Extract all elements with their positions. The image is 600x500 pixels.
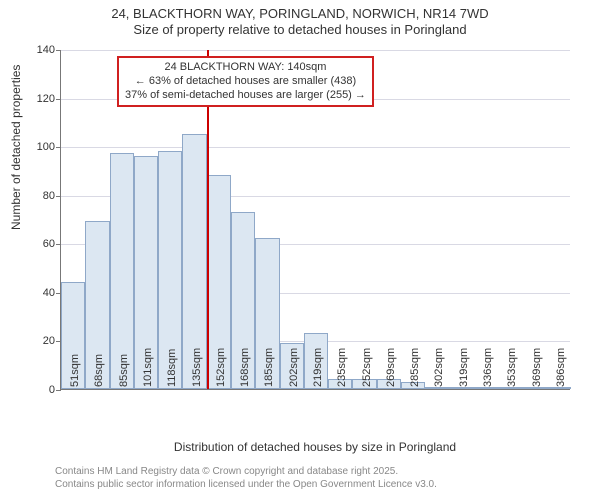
y-tick-mark (56, 99, 61, 100)
x-tick-label: 269sqm (385, 348, 397, 387)
x-tick-label: 168sqm (239, 348, 251, 387)
x-tick-label: 369sqm (531, 348, 543, 387)
annotation-box: 24 BLACKTHORN WAY: 140sqm ← 63% of detac… (117, 56, 374, 107)
x-tick-label: 235sqm (336, 348, 348, 387)
y-tick-mark (56, 196, 61, 197)
x-tick-label: 51sqm (69, 354, 81, 387)
y-tick-mark (56, 244, 61, 245)
y-tick-label: 40 (21, 287, 55, 299)
x-tick-label: 219sqm (312, 348, 324, 387)
annotation-line-3: 37% of semi-detached houses are larger (… (125, 89, 366, 103)
x-tick-label: 152sqm (215, 348, 227, 387)
y-tick-mark (56, 390, 61, 391)
x-tick-label: 185sqm (263, 348, 275, 387)
chart-title-block: 24, BLACKTHORN WAY, PORINGLAND, NORWICH,… (0, 0, 600, 39)
histogram-bar (522, 387, 546, 389)
x-axis-label: Distribution of detached houses by size … (60, 440, 570, 454)
y-tick-mark (56, 147, 61, 148)
y-tick-label: 0 (21, 384, 55, 396)
x-tick-label: 319sqm (458, 348, 470, 387)
x-tick-label: 285sqm (409, 348, 421, 387)
plot-region: 02040608010012014051sqm68sqm85sqm101sqm1… (60, 50, 570, 390)
y-tick-label: 100 (21, 141, 55, 153)
x-tick-label: 85sqm (118, 354, 130, 387)
licence-block: Contains HM Land Registry data © Crown c… (55, 466, 437, 491)
y-tick-label: 20 (21, 335, 55, 347)
x-tick-label: 252sqm (361, 348, 373, 387)
y-tick-mark (56, 50, 61, 51)
histogram-bar (474, 387, 498, 389)
y-tick-label: 120 (21, 93, 55, 105)
y-tick-label: 60 (21, 238, 55, 250)
licence-line-2: Contains public sector information licen… (55, 479, 437, 492)
histogram-bar (450, 387, 474, 389)
y-tick-label: 80 (21, 190, 55, 202)
x-tick-label: 202sqm (288, 348, 300, 387)
x-tick-label: 68sqm (93, 354, 105, 387)
x-tick-label: 386sqm (555, 348, 567, 387)
histogram-bar (425, 387, 449, 389)
y-tick-label: 140 (21, 44, 55, 56)
grid-line (61, 50, 570, 51)
x-tick-label: 135sqm (191, 348, 203, 387)
grid-line (61, 147, 570, 148)
x-tick-label: 101sqm (142, 348, 154, 387)
annotation-line-2: ← 63% of detached houses are smaller (43… (125, 75, 366, 89)
x-tick-label: 118sqm (166, 349, 178, 387)
title-line-1: 24, BLACKTHORN WAY, PORINGLAND, NORWICH,… (0, 6, 600, 22)
chart-container: 24, BLACKTHORN WAY, PORINGLAND, NORWICH,… (0, 0, 600, 500)
title-line-2: Size of property relative to detached ho… (0, 22, 600, 38)
x-tick-label: 336sqm (482, 348, 494, 387)
x-tick-label: 302sqm (433, 348, 445, 387)
licence-line-1: Contains HM Land Registry data © Crown c… (55, 466, 437, 479)
x-tick-label: 353sqm (506, 348, 518, 387)
annotation-line-1: 24 BLACKTHORN WAY: 140sqm (125, 61, 366, 75)
